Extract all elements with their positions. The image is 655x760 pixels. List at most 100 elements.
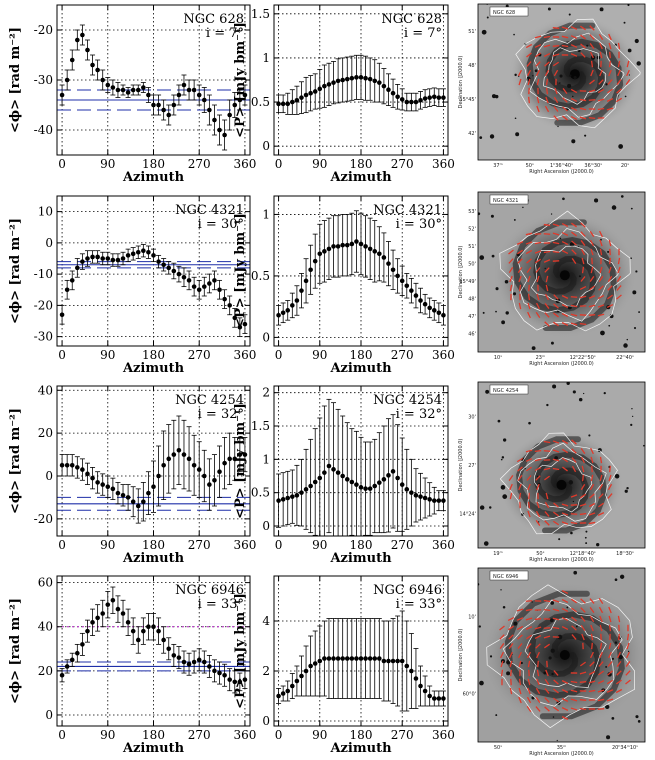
field-vector xyxy=(545,275,549,283)
field-vector xyxy=(544,688,550,694)
inclination-label: i = 7° xyxy=(206,26,244,41)
star xyxy=(483,541,489,546)
data-point xyxy=(326,463,332,469)
field-vector xyxy=(617,257,621,265)
y-axis-title: <P> [mJy bm⁻¹] xyxy=(233,22,248,138)
star xyxy=(479,255,485,260)
data-point xyxy=(120,611,126,616)
data-point xyxy=(386,658,391,664)
field-vector xyxy=(598,502,604,508)
field-vector xyxy=(527,275,531,283)
dec-tick-label: 27' xyxy=(468,463,476,469)
data-point xyxy=(367,486,373,491)
field-vector xyxy=(509,275,513,283)
contour-line xyxy=(534,457,593,513)
field-vector xyxy=(598,597,604,605)
data-point xyxy=(395,475,400,481)
field-vector xyxy=(552,599,560,603)
field-vector xyxy=(552,626,560,630)
field-vector xyxy=(561,448,569,454)
data-point xyxy=(90,254,95,260)
field-vector xyxy=(535,510,541,518)
field-vector xyxy=(579,503,587,507)
field-vector xyxy=(608,266,612,274)
field-vector xyxy=(516,457,524,463)
field-vector xyxy=(535,475,541,481)
field-vector xyxy=(552,223,560,227)
y-tick-label: 1 xyxy=(262,452,270,466)
star xyxy=(571,139,576,144)
field-vector xyxy=(553,96,559,104)
dec-tick-label: 15°49' xyxy=(459,279,476,285)
field-vector xyxy=(608,239,612,247)
field-vector xyxy=(570,97,578,103)
y-tick-label: 60 xyxy=(38,576,53,590)
field-vector xyxy=(508,249,514,255)
field-vector xyxy=(589,661,595,667)
star xyxy=(584,536,587,539)
field-vector xyxy=(552,617,560,621)
star xyxy=(478,212,481,216)
field-vector xyxy=(561,250,569,254)
field-vector xyxy=(553,321,559,327)
field-vector xyxy=(518,483,522,491)
field-vector xyxy=(509,492,513,500)
data-point xyxy=(64,77,70,83)
star xyxy=(572,95,574,98)
star xyxy=(630,257,632,260)
data-point xyxy=(181,659,187,665)
field-vector xyxy=(525,449,533,453)
data-point xyxy=(141,248,146,253)
field-vector xyxy=(544,697,550,703)
data-point xyxy=(242,452,248,457)
data-point xyxy=(399,658,405,664)
field-vector xyxy=(526,643,532,649)
data-point xyxy=(217,670,222,676)
star xyxy=(547,7,551,11)
data-point xyxy=(290,303,295,308)
ra-tick-label: 12ʰ22ᵐ50ˢ xyxy=(570,355,596,361)
star xyxy=(550,648,555,653)
data-point xyxy=(317,86,323,92)
field-vector xyxy=(599,239,603,247)
galaxy-image-ngc6946: NGC 6946 10' 60°0' Declination (J2000.0) 50ˢ… xyxy=(458,567,646,757)
field-vector xyxy=(608,42,612,50)
star xyxy=(623,21,626,24)
field-vector xyxy=(518,651,522,659)
star xyxy=(552,716,555,718)
data-point xyxy=(115,87,121,93)
star xyxy=(627,650,630,653)
star xyxy=(532,75,534,77)
data-point xyxy=(120,492,126,498)
field-vector xyxy=(537,660,539,668)
y-tick-label: 0 xyxy=(45,708,53,722)
data-point xyxy=(156,473,161,479)
data-point xyxy=(367,656,373,661)
star xyxy=(600,330,605,336)
data-point xyxy=(312,661,318,666)
data-point xyxy=(186,278,192,283)
field-vector xyxy=(516,249,524,255)
field-vector xyxy=(571,448,577,454)
ra-tick-label: 36ᵐ30ˢ xyxy=(584,163,602,169)
data-point xyxy=(354,656,359,661)
star xyxy=(528,421,531,425)
field-vector xyxy=(598,33,604,41)
x-tick-label: 0 xyxy=(275,348,283,362)
data-point xyxy=(146,249,151,255)
panel-ngc6946-polarized-intensity: 0 90 180 270 360 0 2 4 Azimuth <P> [mJy bm⁻¹] NGC … xyxy=(233,575,455,756)
data-point xyxy=(100,482,106,487)
data-point xyxy=(335,656,341,661)
data-point xyxy=(280,310,286,316)
panel-ngc4321-polarized-intensity: 0 90 180 270 360 0 0.5 1 Azimuth <P> [mJy bm⁻¹] NG… xyxy=(233,195,455,376)
star xyxy=(585,530,588,533)
data-point xyxy=(135,637,141,643)
data-point xyxy=(308,267,313,273)
field-vector xyxy=(570,494,578,498)
field-vector xyxy=(517,634,523,640)
inclination-label: i = 30° xyxy=(396,217,442,232)
star xyxy=(607,672,612,677)
ra-tick-label: 37ᵐ xyxy=(493,163,502,169)
data-point xyxy=(436,696,442,701)
